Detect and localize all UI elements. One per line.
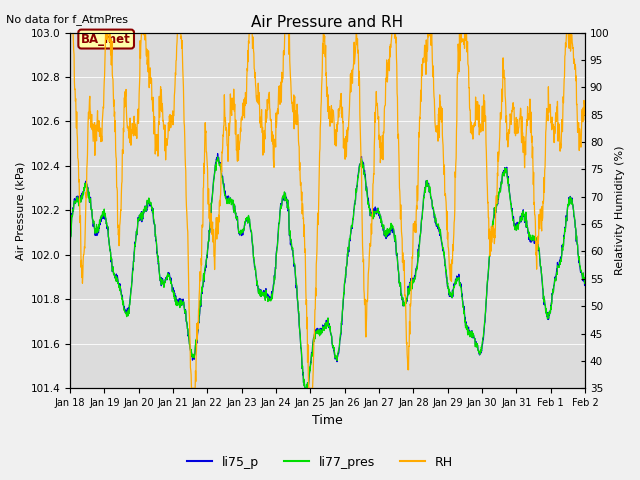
Legend: li75_p, li77_pres, RH: li75_p, li77_pres, RH [182, 451, 458, 474]
X-axis label: Time: Time [312, 414, 343, 427]
Text: BA_met: BA_met [81, 33, 131, 46]
Y-axis label: Air Pressure (kPa): Air Pressure (kPa) [15, 161, 25, 260]
Y-axis label: Relativity Humidity (%): Relativity Humidity (%) [615, 146, 625, 275]
Text: No data for f_AtmPres: No data for f_AtmPres [6, 14, 129, 25]
Title: Air Pressure and RH: Air Pressure and RH [252, 15, 404, 30]
